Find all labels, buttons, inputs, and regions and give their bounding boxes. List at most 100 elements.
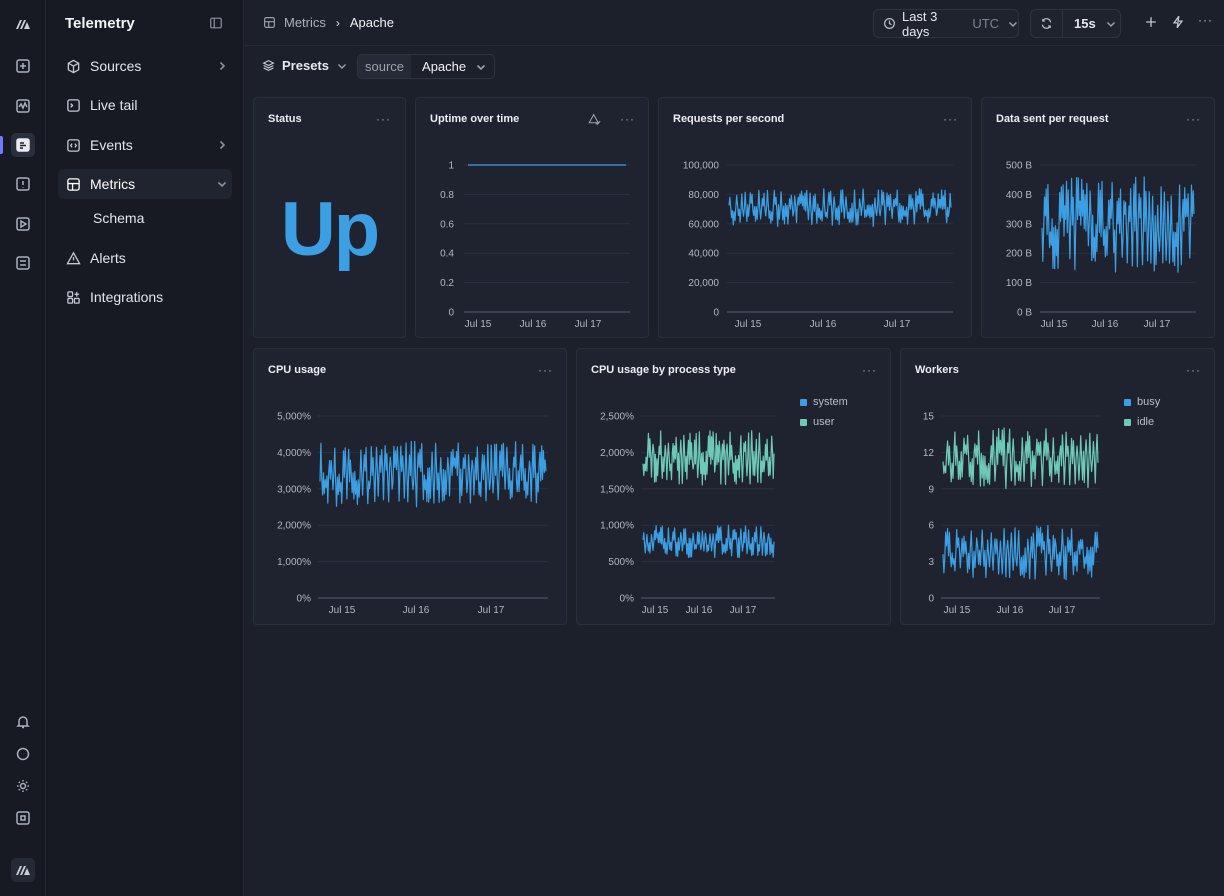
sidebar-item-metrics[interactable]: Metrics — [58, 169, 232, 199]
sidebar: Telemetry Sources Live tail Events Metri… — [46, 0, 244, 896]
sidebar-subitem-schema[interactable]: Schema — [93, 210, 145, 226]
command-icon[interactable] — [11, 806, 35, 830]
sidebar-collapse-icon[interactable] — [209, 16, 225, 32]
bell-icon[interactable] — [11, 710, 35, 734]
chart-data-sent: 0 B 100 B 200 B 300 B 400 B 500 B Jul 15 Jul 16… — [1006, 161, 1196, 330]
x-tick-label: Jul 16 — [997, 605, 1024, 616]
sidebar-item-label: Live tail — [90, 97, 138, 113]
legend-item-user[interactable]: user — [800, 416, 834, 428]
y-tick-label: 80,000 — [688, 190, 719, 201]
series-line-cpu — [319, 440, 547, 508]
chevron-down-icon — [477, 64, 486, 70]
panel-menu-icon[interactable]: ··· — [1186, 363, 1201, 377]
y-tick-label: 0 B — [1017, 308, 1032, 319]
panel-title: Status — [268, 113, 302, 125]
legend-label: user — [813, 416, 835, 428]
sidebar-item-label: Alerts — [90, 250, 126, 266]
y-tick-label: 200 B — [1006, 249, 1032, 260]
y-tick-label: 0 — [448, 308, 454, 319]
panel-menu-icon[interactable]: ··· — [943, 112, 958, 126]
logs-icon[interactable] — [11, 133, 35, 157]
lightning-icon[interactable] — [1171, 15, 1187, 31]
activity-icon[interactable] — [11, 94, 35, 118]
x-tick-label: Jul 15 — [735, 319, 762, 330]
more-icon[interactable]: ··· — [1198, 13, 1213, 27]
x-tick-label: Jul 15 — [944, 605, 971, 616]
legend-item-idle[interactable]: idle — [1124, 416, 1154, 428]
status-page-icon[interactable] — [11, 212, 35, 236]
refresh-button[interactable] — [1031, 10, 1063, 37]
chevron-down-icon — [1106, 21, 1115, 27]
source-filter-value[interactable]: Apache — [411, 59, 494, 74]
logo-icon[interactable] — [11, 12, 35, 36]
panel-title: Data sent per request — [996, 113, 1109, 125]
source-filter-key: source — [358, 55, 412, 78]
refresh-interval[interactable]: 15s — [1074, 16, 1096, 31]
y-tick-label: 0% — [297, 594, 312, 605]
terminal-icon — [58, 98, 86, 113]
settings-sliders-icon[interactable] — [11, 251, 35, 275]
icon-rail — [0, 0, 46, 896]
panel-menu-icon[interactable]: ··· — [1186, 112, 1201, 126]
y-tick-label: 2,000% — [277, 521, 311, 532]
workspace-logo-icon[interactable] — [11, 858, 35, 882]
panel-menu-icon[interactable]: ··· — [620, 112, 635, 126]
legend-item-busy[interactable]: busy — [1124, 396, 1160, 408]
legend-label: busy — [1137, 396, 1161, 408]
sidebar-item-integrations[interactable]: Integrations — [58, 282, 232, 312]
warning-icon — [58, 251, 86, 266]
add-icon[interactable] — [1144, 15, 1160, 31]
rail-active-indicator — [0, 136, 3, 154]
add-panel-icon[interactable] — [11, 54, 35, 78]
chart-cpu: 0% 1,000% 2,000% 3,000% 4,000% 5,000% Jul 15 Ju… — [277, 412, 548, 616]
panel-cpu-proc: CPU usage by process type ··· 0% 500% 1,00… — [576, 348, 891, 625]
y-tick-label: 3,000% — [277, 484, 311, 495]
sidebar-item-sources[interactable]: Sources — [58, 51, 232, 81]
legend-label: system — [813, 396, 848, 408]
y-tick-label: 9 — [928, 484, 934, 495]
y-tick-label: 0.4 — [440, 249, 454, 260]
y-tick-label: 6 — [928, 521, 934, 532]
chat-icon[interactable] — [11, 742, 35, 766]
y-tick-label: 20,000 — [688, 278, 719, 289]
panel-menu-icon[interactable]: ··· — [862, 363, 877, 377]
sun-icon[interactable] — [11, 774, 35, 798]
legend-item-system[interactable]: system — [800, 396, 848, 408]
sidebar-item-alerts[interactable]: Alerts — [58, 243, 232, 273]
panel-uptime: Uptime over time ··· 0 0.2 0.4 0.6 0.8 1 Jul 1… — [415, 97, 649, 338]
sidebar-item-label: Integrations — [90, 289, 164, 305]
series-line-rps — [728, 188, 952, 228]
warning-check-icon[interactable] — [588, 113, 602, 127]
y-tick-label: 0.2 — [440, 278, 454, 289]
chart-uptime: 0 0.2 0.4 0.6 0.8 1 Jul 15 Jul 16 Jul 17 — [440, 161, 630, 330]
source-filter[interactable]: source Apache — [357, 54, 496, 79]
sidebar-item-events[interactable]: Events — [58, 130, 232, 160]
top-bar: Metrics › Apache Last 3 days UTC 15s ··· — [245, 0, 1224, 46]
sidebar-item-live-tail[interactable]: Live tail — [58, 90, 232, 120]
refresh-control: 15s — [1030, 9, 1121, 38]
y-tick-label: 1,000% — [277, 557, 311, 568]
y-tick-label: 15 — [923, 412, 935, 423]
series-line-data_sent — [1041, 176, 1195, 273]
panel-data-sent: Data sent per request ··· 0 B 100 B 200 B 3… — [981, 97, 1215, 338]
chart-cpu-proc: 0% 500% 1,000% 1,500% 2,000% 2,500% Jul 15 Jul … — [600, 412, 775, 616]
panel-status: Status ··· Up — [253, 97, 406, 338]
breadcrumb-chevron-icon: › — [335, 15, 340, 30]
y-tick-label: 12 — [923, 448, 935, 459]
breadcrumb-parent[interactable]: Metrics — [284, 15, 326, 30]
status-value: Up — [280, 187, 380, 272]
legend-swatch — [1124, 418, 1131, 426]
panel-menu-icon[interactable]: ··· — [538, 363, 553, 377]
y-tick-label: 1,500% — [600, 484, 634, 495]
incident-icon[interactable] — [11, 172, 35, 196]
panel-menu-icon[interactable]: ··· — [376, 112, 391, 126]
time-range-button[interactable]: Last 3 days UTC — [873, 9, 1019, 39]
x-tick-label: Jul 16 — [1092, 319, 1119, 330]
panel-title: CPU usage — [268, 364, 327, 376]
layers-icon — [262, 59, 275, 72]
y-tick-label: 0 — [928, 594, 934, 605]
x-tick-label: Jul 15 — [1041, 319, 1068, 330]
panel-title: Requests per second — [673, 113, 785, 125]
presets-button[interactable]: Presets — [262, 58, 347, 73]
series-line-idle — [942, 427, 1099, 490]
